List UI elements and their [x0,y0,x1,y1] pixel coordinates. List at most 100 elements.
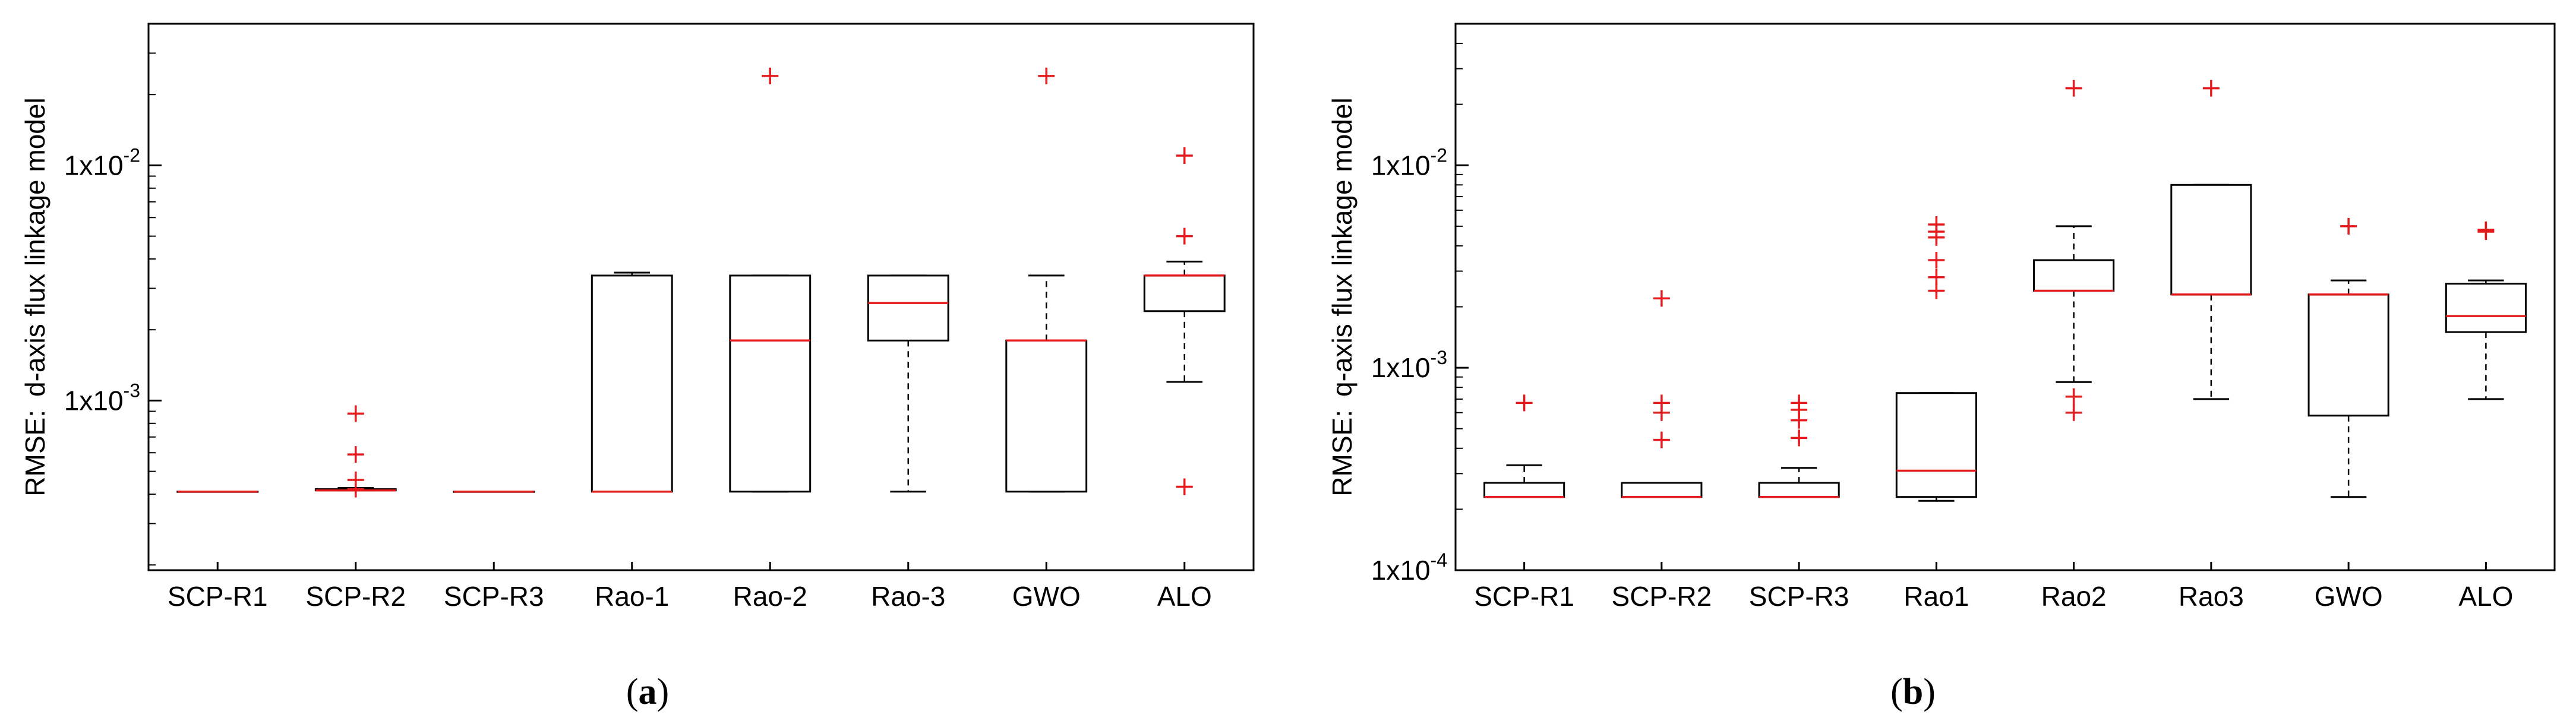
box-body [2033,259,2115,292]
box-Rao-2 [729,67,812,493]
outlier-marker [347,481,364,498]
y-tick-exponent: -2 [124,144,140,166]
x-tick-label: Rao2 [2041,581,2107,612]
x-tick-label: SCP-R2 [305,581,406,612]
y-tick-label: 1x10-3 [64,380,140,416]
panel-label-close: ) [657,672,670,712]
x-tick-label: GWO [1012,581,1081,612]
box-body [1483,482,1565,498]
panel-label-open: ( [626,672,639,712]
x-tick-label: SCP-R3 [1749,581,1849,612]
panel-label-open: ( [1890,672,1903,712]
outlier-marker [1038,67,1055,84]
x-tick-label: SCP-R2 [1612,581,1712,612]
plot-frame [147,23,1255,571]
y-tick-exponent: -4 [1431,549,1447,571]
y-axis-title-text: q-axis flux linkage model [1327,97,1358,397]
outlier-marker [1653,404,1670,421]
box-SCP-R1 [1483,394,1565,498]
y-axis-title: RMSE: d-axis flux linkage model [20,97,50,496]
x-tick-label: GWO [2315,581,2383,612]
box-ALO [1143,147,1226,495]
y-axis-title-prefix: RMSE: [20,410,50,497]
box-body [1758,482,1840,498]
y-axis-title-text: d-axis flux linkage model [20,97,50,397]
outlier-marker [2065,404,2082,421]
box-body [2170,184,2252,296]
outlier-marker [1928,229,1945,246]
box-GWO [1005,67,1088,493]
box-Rao-1 [591,271,673,493]
outlier-marker [1176,227,1193,245]
x-tick-label: Rao-3 [871,581,945,612]
outlier-marker [1176,147,1193,165]
box-body [2445,283,2527,333]
x-tick-label: SCP-R1 [1474,581,1574,612]
plot-frame [1454,23,2556,571]
y-tick-mantissa: 1x10 [1371,555,1431,586]
box-body [1895,392,1977,498]
box-body [1143,274,1226,312]
y-tick-label: 1x10-3 [1371,347,1447,383]
y-axis-title-prefix: RMSE: [1327,410,1358,497]
outlier-marker [2065,388,2082,405]
y-axis-title: RMSE: q-axis flux linkage model [1327,97,1358,496]
outlier-marker [1928,282,1945,299]
x-tick-label: Rao3 [2179,581,2244,612]
y-tick-label: 1x10-2 [64,144,140,181]
box-body [729,274,812,493]
outlier-marker [1928,251,1945,268]
outlier-marker [1516,394,1533,412]
x-tick-label: Rao-2 [733,581,807,612]
outlier-marker [1176,478,1193,495]
outlier-marker [2202,80,2220,97]
outlier-marker [1791,412,1808,429]
y-tick-mantissa: 1x10 [1371,352,1431,383]
outlier-marker [1791,429,1808,447]
x-tick-label: SCP-R3 [444,581,544,612]
panel-label: (b) [1890,672,1936,712]
y-tick-label: 1x10-4 [1371,549,1447,586]
box-SCP-R2 [314,405,397,498]
outlier-marker [762,67,779,84]
x-tick-label: Rao-1 [595,581,669,612]
x-tick-label: Rao1 [1903,581,1969,612]
y-tick-exponent: -2 [1431,144,1447,166]
panel-label: (a) [626,672,669,712]
box-SCP-R2 [1621,290,1703,498]
box-GWO [2307,217,2389,498]
x-tick-label: SCP-R1 [168,581,268,612]
box-Rao1 [1895,216,1977,502]
outlier-marker [1653,431,1670,448]
outlier-marker [347,446,364,463]
panel-label-letter: a [639,672,657,712]
box-Rao2 [2033,80,2115,421]
box-body [867,274,949,342]
panel-label-letter: b [1903,672,1923,712]
box-Rao3 [2170,80,2252,400]
y-tick-mantissa: 1x10 [1371,150,1431,181]
y-tick-mantissa: 1x10 [64,385,124,416]
outlier-marker [2340,217,2357,235]
outlier-marker [1653,290,1670,307]
box-body [2307,293,2389,417]
x-tick-label: ALO [1157,581,1212,612]
box-SCP-R3 [1758,394,1840,498]
panel-label-close: ) [1923,672,1936,712]
y-tick-label: 1x10-2 [1371,144,1447,181]
x-tick-label: ALO [2458,581,2513,612]
box-body [1005,339,1088,493]
outlier-marker [2065,80,2082,97]
box-Rao-3 [867,274,949,493]
y-tick-mantissa: 1x10 [64,150,124,181]
outlier-marker [347,405,364,422]
box-body [591,274,673,493]
box-ALO [2445,221,2527,400]
y-tick-exponent: -3 [1431,347,1447,368]
outlier-marker [2477,223,2495,241]
y-tick-exponent: -3 [124,380,140,401]
box-body [1621,482,1703,498]
